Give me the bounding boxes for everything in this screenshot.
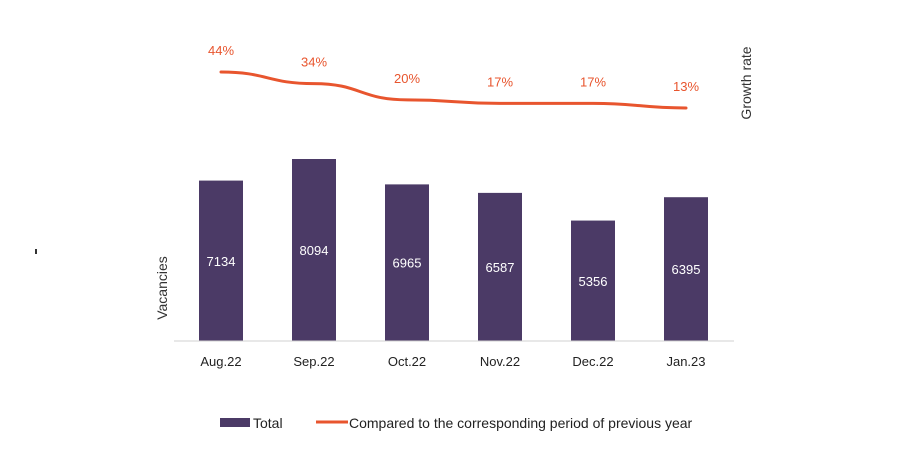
line-value-label: 34% bbox=[301, 55, 327, 70]
x-tick-label: Dec.22 bbox=[572, 354, 613, 369]
line-value-label: 17% bbox=[580, 74, 606, 89]
legend-swatch-bar bbox=[220, 418, 250, 427]
bar-Oct.22 bbox=[385, 184, 429, 341]
line-value-label: 17% bbox=[487, 74, 513, 89]
legend-label-line: Compared to the corresponding period of … bbox=[349, 415, 693, 431]
bar-Jan.23 bbox=[664, 197, 708, 341]
x-tick-labels: Aug.22 Sep.22 Oct.22 Nov.22 Dec.22 Jan.23 bbox=[200, 354, 705, 369]
y2-axis-title: Growth rate bbox=[738, 46, 754, 119]
bar-Dec.22 bbox=[571, 220, 615, 341]
legend: Total Compared to the corresponding peri… bbox=[220, 415, 693, 431]
x-tick-label: Nov.22 bbox=[480, 354, 520, 369]
line-value-label: 13% bbox=[673, 79, 699, 94]
x-tick-label: Jan.23 bbox=[666, 354, 705, 369]
bar-value-label: 5356 bbox=[579, 274, 608, 289]
bar-value-label: 7134 bbox=[207, 254, 236, 269]
bar-series bbox=[199, 159, 708, 341]
bar-value-label: 6395 bbox=[672, 262, 701, 277]
bar-value-label: 6587 bbox=[486, 260, 515, 275]
line-series bbox=[219, 70, 688, 110]
x-tick-label: Sep.22 bbox=[293, 354, 334, 369]
x-tick-label: Aug.22 bbox=[200, 354, 241, 369]
growth-rate-line bbox=[219, 70, 688, 110]
stray-mark bbox=[35, 249, 37, 254]
y-axis-title: Vacancies bbox=[154, 256, 170, 320]
line-value-labels: 44% 34% 20% 17% 17% 13% bbox=[208, 43, 699, 94]
bar-Sep.22 bbox=[292, 159, 336, 341]
legend-label-total: Total bbox=[253, 415, 283, 431]
bar-Nov.22 bbox=[478, 192, 522, 341]
bar-value-label: 8094 bbox=[300, 243, 329, 258]
bar-value-labels: 7134 8094 6965 6587 5356 6395 bbox=[207, 243, 701, 289]
bar-Aug.22 bbox=[199, 180, 243, 341]
bar-value-label: 6965 bbox=[393, 256, 422, 271]
x-tick-label: Oct.22 bbox=[388, 354, 426, 369]
line-value-label: 44% bbox=[208, 43, 234, 58]
line-value-label: 20% bbox=[394, 71, 420, 86]
